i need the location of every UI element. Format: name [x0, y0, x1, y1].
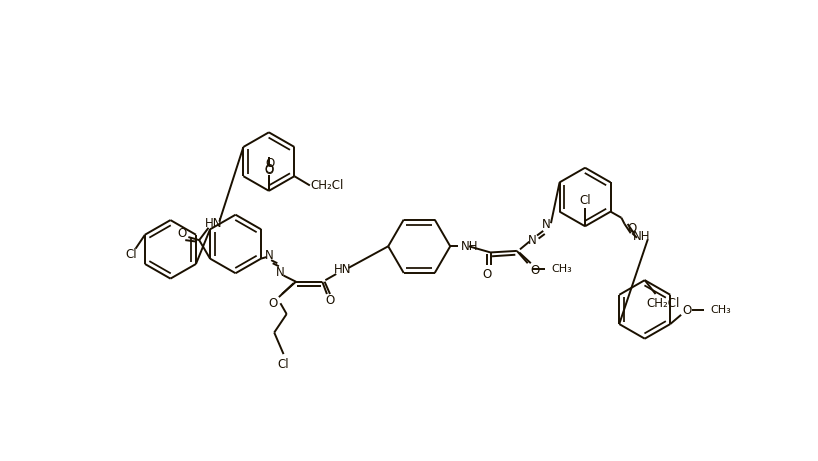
- Text: N: N: [542, 218, 551, 231]
- Text: HN: HN: [334, 263, 351, 276]
- Text: O: O: [264, 164, 273, 177]
- Text: Cl: Cl: [278, 358, 290, 372]
- Text: O: O: [268, 297, 277, 310]
- Text: CH₃: CH₃: [711, 305, 731, 315]
- Text: O: O: [683, 304, 692, 317]
- Text: O: O: [531, 265, 540, 278]
- Text: N: N: [276, 266, 285, 279]
- Text: N: N: [264, 249, 273, 262]
- Text: HN: HN: [204, 217, 222, 230]
- Text: O: O: [326, 294, 335, 307]
- Text: CH₃: CH₃: [551, 264, 572, 274]
- Text: O: O: [264, 163, 273, 176]
- Text: N: N: [528, 234, 537, 247]
- Text: NH: NH: [461, 240, 479, 253]
- Text: Cl: Cl: [579, 194, 591, 207]
- Text: CH₂Cl: CH₂Cl: [647, 297, 680, 310]
- Text: Cl: Cl: [125, 248, 137, 261]
- Text: O: O: [265, 157, 274, 170]
- Text: NH: NH: [633, 230, 650, 243]
- Text: O: O: [627, 222, 637, 235]
- Text: O: O: [483, 267, 492, 280]
- Text: CH₂Cl: CH₂Cl: [310, 179, 344, 192]
- Text: O: O: [178, 227, 187, 241]
